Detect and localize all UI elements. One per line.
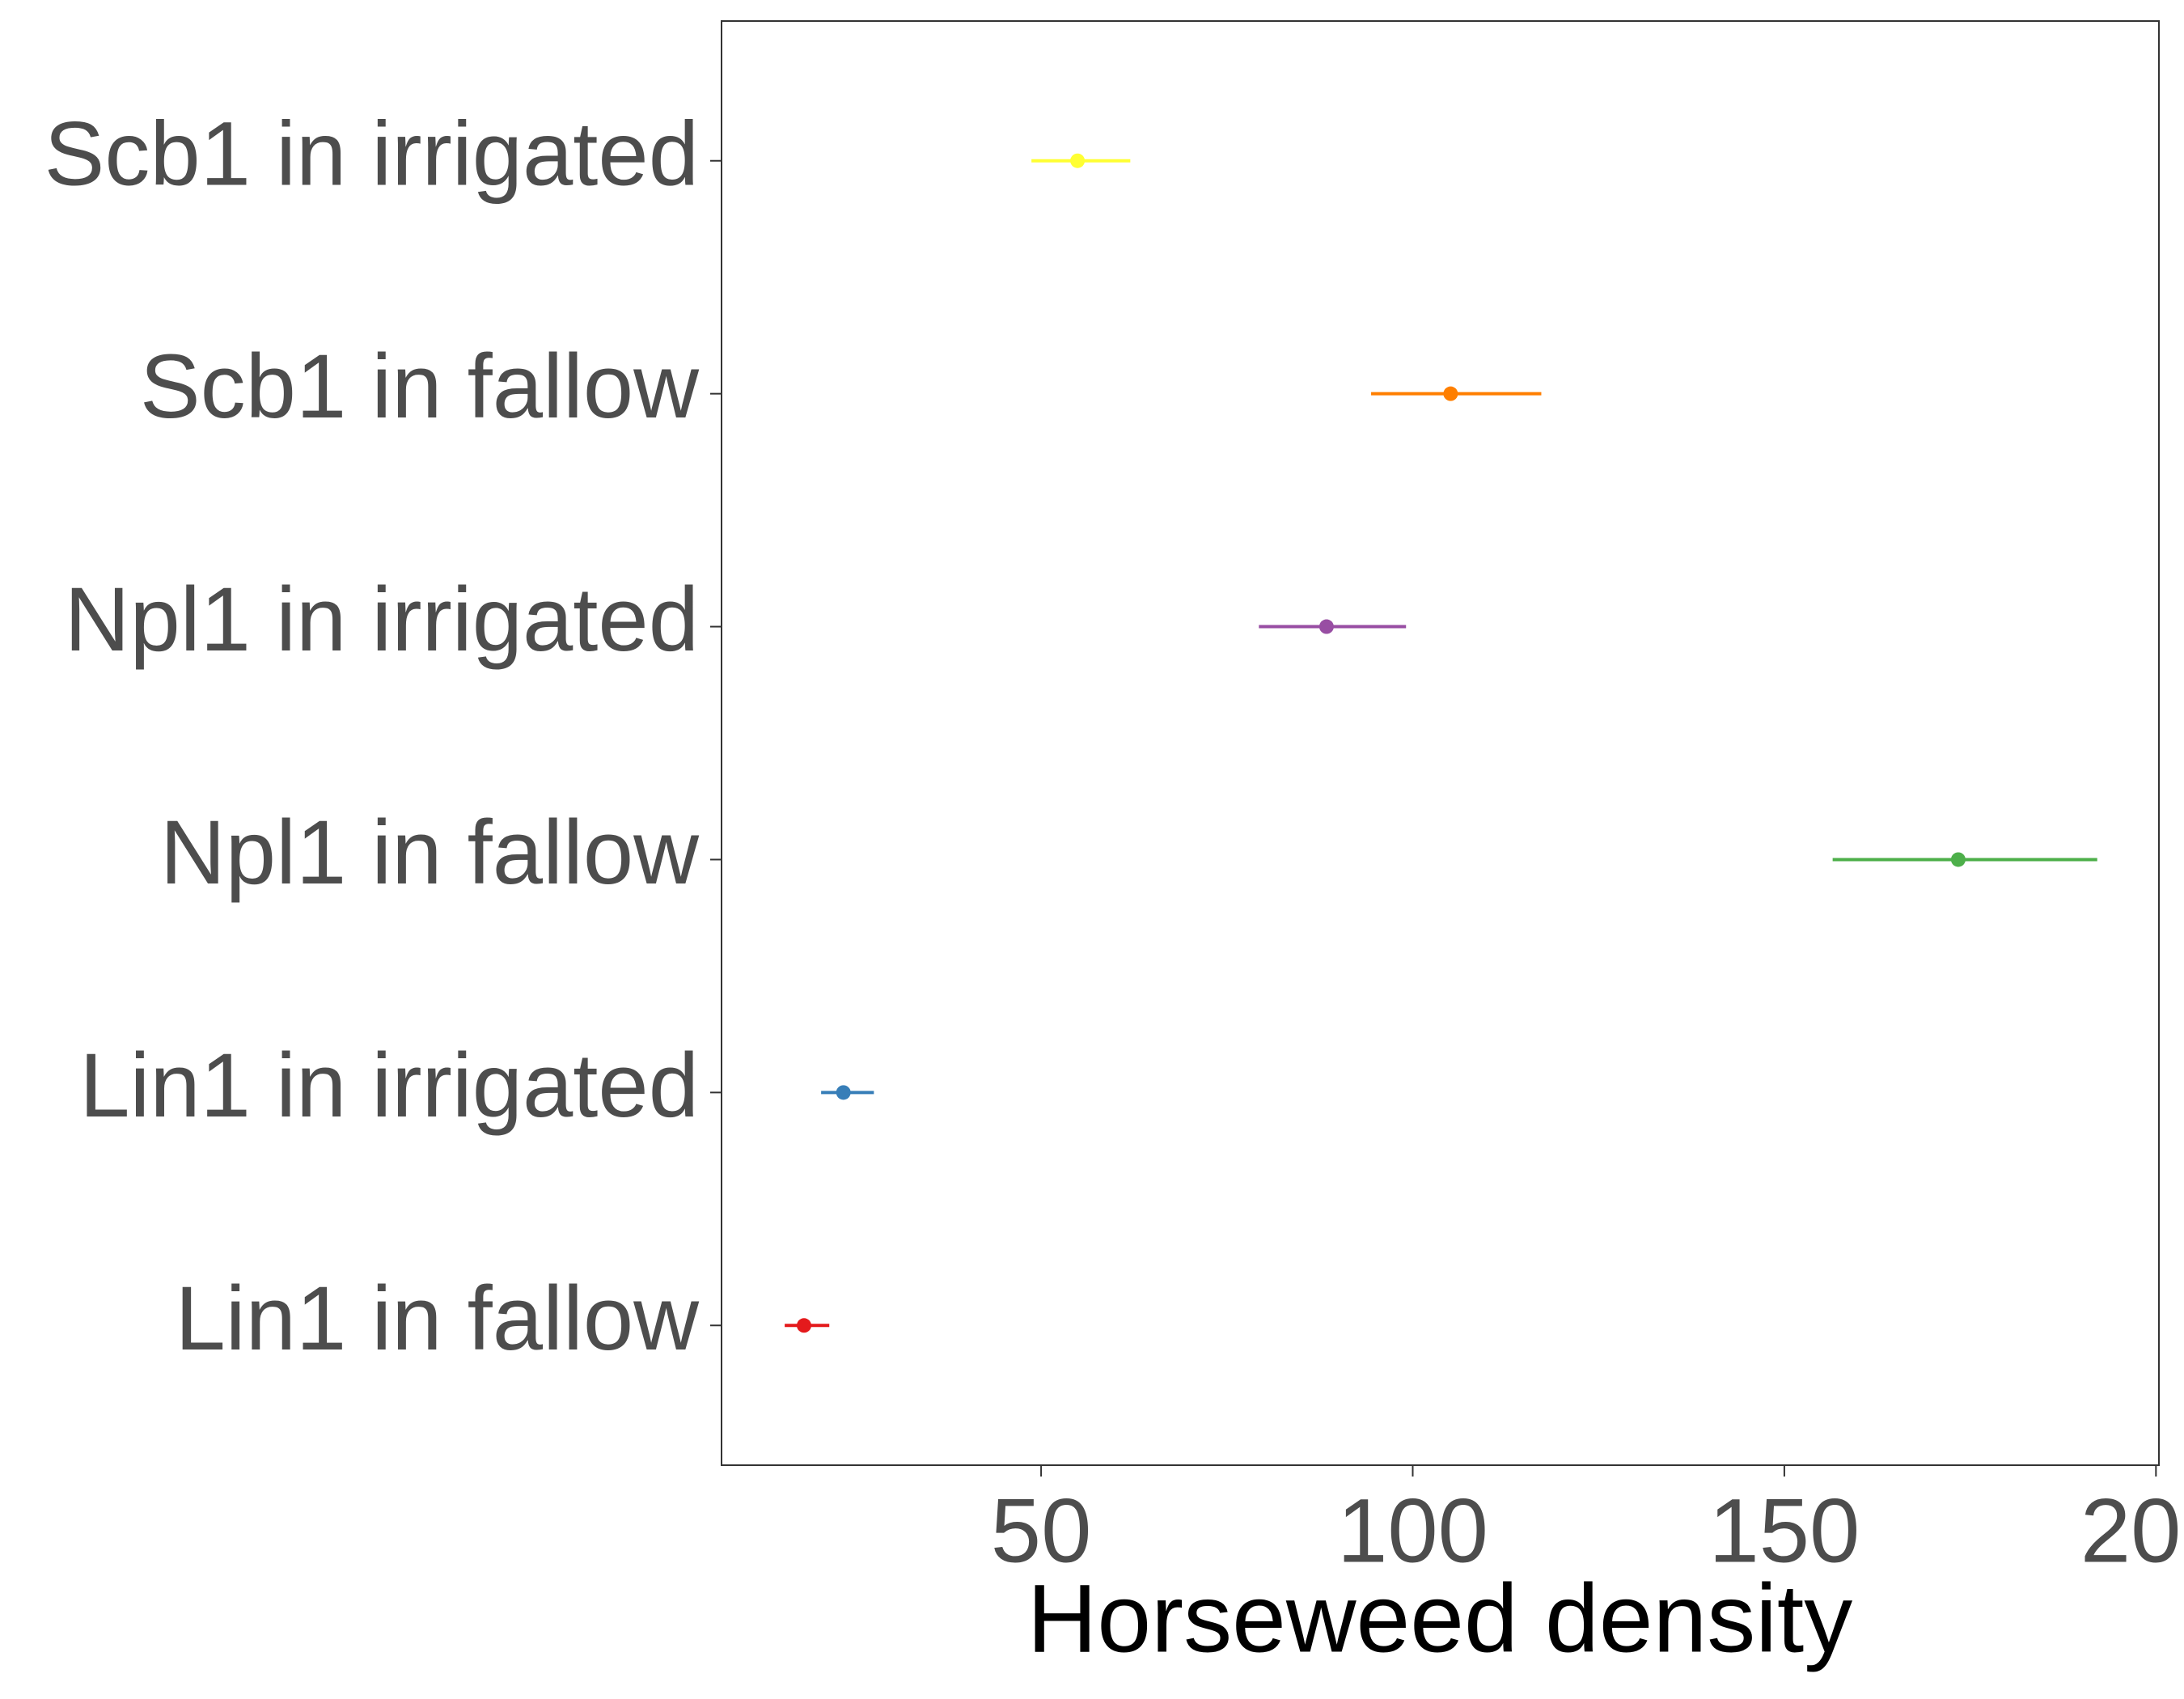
y-tick-label: Lin1 in fallow [176,1268,700,1369]
x-tick-label: 50 [991,1481,1092,1582]
y-tick-label: Npl1 in irrigated [65,569,699,670]
point [1443,386,1458,401]
point [796,1318,811,1333]
point [1950,852,1966,867]
x-tick-label: 100 [1337,1481,1488,1582]
x-tick-label: 150 [1708,1481,1860,1582]
plot-border [721,20,2160,1466]
y-tick-label: Scb1 in fallow [140,336,700,437]
x-tick-label: 200 [2080,1481,2184,1582]
x-axis-title: Horseweed density [1027,1565,1853,1673]
point [1070,153,1086,168]
point [836,1085,851,1100]
y-tick-label: Scb1 in irrigated [44,103,699,204]
y-tick-label: Lin1 in irrigated [79,1035,699,1136]
y-tick-label: Npl1 in fallow [160,802,700,903]
point [1318,619,1334,634]
